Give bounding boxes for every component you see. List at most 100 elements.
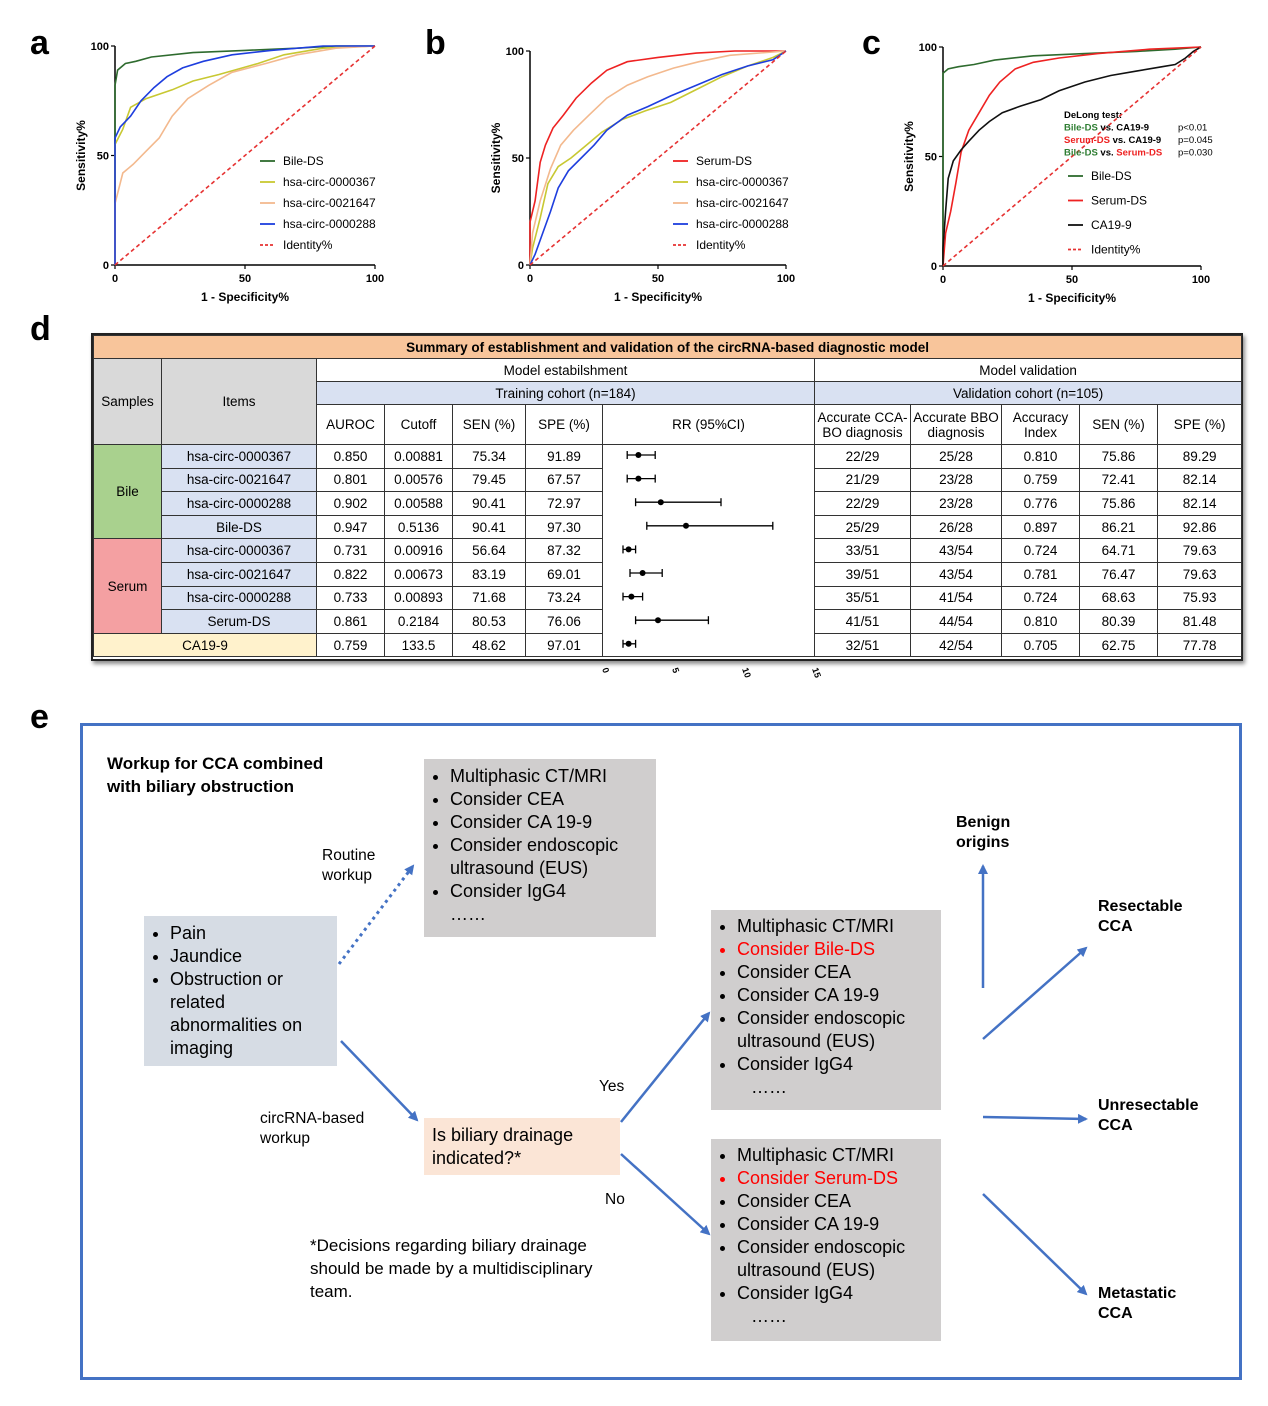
- roc-curve-serum-ds: [529, 50, 786, 265]
- cell-auroc: 0.801: [316, 467, 385, 493]
- forest-point: [635, 475, 642, 482]
- list-item: Obstruction or related abnormalities on …: [170, 968, 331, 1060]
- header-items: Items: [161, 358, 317, 445]
- outcome-resectable-line-2: CCA: [1098, 918, 1133, 935]
- cell-spe: 73.24: [525, 585, 603, 611]
- cell-auroc: 0.759: [316, 632, 385, 658]
- cell-acc_index: 0.810: [1001, 444, 1080, 469]
- cell-acc_cca: 32/51: [814, 632, 911, 658]
- cell-sen: 75.34: [452, 444, 526, 469]
- header-rr: RR (95%CI): [602, 404, 815, 445]
- cell-acc_index: 0.776: [1001, 491, 1080, 516]
- y-tick-label: 0: [103, 260, 109, 272]
- forest-tick-label: 15: [810, 666, 823, 679]
- cell-acc_index: 0.781: [1001, 561, 1080, 587]
- cell-spe: 91.89: [525, 444, 603, 469]
- y-tick-label: 50: [97, 151, 109, 163]
- cell-spe: 97.30: [525, 514, 603, 540]
- header-accuracy-index: Accuracy Index: [1001, 404, 1080, 445]
- list-item: Consider CEA: [450, 788, 650, 811]
- cell-auroc: 0.947: [316, 514, 385, 540]
- legend-label-hsa-circ-0021647: hsa-circ-0021647: [696, 196, 789, 210]
- cell-spe: 87.32: [525, 538, 603, 563]
- cell-acc_cca: 25/29: [814, 514, 911, 540]
- legend-label-serum-ds: Serum-DS: [696, 154, 752, 168]
- cell-item: CA19-9: [93, 632, 317, 658]
- delong-annotation-line: Bile-DS vs. Serum-DS: [1064, 148, 1162, 159]
- cell-spe: 76.06: [525, 609, 603, 634]
- legend-label-hsa-circ-0000367: hsa-circ-0000367: [283, 175, 376, 189]
- cell-item: Bile-DS: [161, 514, 317, 540]
- y-axis-label: Sensitivity%: [74, 120, 88, 191]
- yes-label: Yes: [599, 1078, 625, 1095]
- cell-item: hsa-circ-0000288: [161, 585, 317, 611]
- cell-auroc: 0.861: [316, 609, 385, 634]
- list-item: Consider endoscopic ultrasound (EUS): [737, 1236, 935, 1282]
- roc-curve-hsa-circ-0021647: [529, 50, 787, 266]
- cell-item: hsa-circ-0000288: [161, 491, 317, 516]
- cell-acc_bbo: 23/28: [910, 491, 1002, 516]
- forest-tick-label: 5: [670, 666, 681, 674]
- flowchart-title-line-2: with biliary obstruction: [107, 777, 295, 796]
- x-tick-label: 0: [527, 273, 533, 285]
- y-tick-label: 0: [518, 260, 524, 272]
- x-axis-label: 1 - Specificity%: [1028, 291, 1116, 305]
- delong-p-value: p=0.030: [1178, 148, 1213, 159]
- cell-item: hsa-circ-0000367: [161, 444, 317, 469]
- table-row: hsa-circ-0021647 0.801 0.00576 79.45 67.57 21…: [94, 467, 1243, 493]
- list-item: Consider CA 19-9: [737, 984, 935, 1007]
- legend-label-serum-ds: Serum-DS: [1091, 194, 1147, 208]
- cell-auroc: 0.850: [316, 444, 385, 469]
- arrow-metastatic: [982, 1193, 1088, 1296]
- circrna-label-line-2: workup: [260, 1130, 310, 1147]
- legend-label-hsa-circ-0000288: hsa-circ-0000288: [696, 217, 789, 231]
- header-validation-sen: SEN (%): [1079, 404, 1158, 445]
- forest-point: [625, 546, 632, 553]
- legend-label-identity: Identity%: [283, 238, 333, 252]
- cell-acc_index: 0.724: [1001, 585, 1080, 611]
- cell-sen: 79.45: [452, 467, 526, 493]
- arrow-resectable: [982, 946, 1088, 1040]
- no-list: Multiphasic CT/MRIConsider Serum-DSConsi…: [715, 1144, 935, 1305]
- table-row: CA19-9 0.759 133.5 48.62 97.01 32/51 42/54 0.70…: [93, 632, 1243, 658]
- panel-letter-a: a: [30, 24, 49, 62]
- x-tick-label: 50: [652, 273, 664, 285]
- arrow-circrna: [340, 1040, 419, 1122]
- forest-point: [635, 452, 642, 458]
- header-model-establishment: Model estabilshment: [316, 358, 815, 382]
- cell-cutoff: 0.2184: [384, 609, 453, 634]
- cell-v_sen: 76.47: [1079, 561, 1158, 587]
- list-item: Multiphasic CT/MRI: [737, 915, 935, 938]
- no-ellipsis: ……: [751, 1306, 787, 1326]
- header-training-cohort: Training cohort (n=184): [316, 381, 815, 405]
- legend-label-identity: Identity%: [1091, 243, 1141, 257]
- list-item: Pain: [170, 922, 331, 945]
- y-tick-label: 50: [512, 153, 524, 165]
- delong-annotation-line: Serum-DS vs. CA19-9: [1064, 135, 1161, 146]
- outcome-metastatic: Metastatic CCA: [1098, 1284, 1176, 1324]
- x-axis-label: 1 - Specificity%: [614, 290, 702, 304]
- routine-workup-box: Multiphasic CT/MRIConsider CEAConsider C…: [424, 759, 656, 937]
- cell-auroc: 0.731: [316, 538, 385, 563]
- legend-label-ca19-9: CA19-9: [1091, 218, 1132, 232]
- table-row: hsa-circ-0000288 0.902 0.00588 90.41 72.97 22…: [94, 491, 1243, 516]
- outcome-unresectable-line-2: CCA: [1098, 1117, 1133, 1134]
- forest-point: [628, 593, 635, 600]
- cell-sen: 83.19: [452, 561, 526, 587]
- cell-sen: 90.41: [452, 514, 526, 540]
- roc-chart-c: 00 50 50 100 100 1 - Specificity% Sensitivity%…: [902, 42, 1213, 305]
- y-tick-label: 50: [925, 152, 937, 164]
- roc-curve-identity: [942, 46, 1202, 267]
- cell-acc_bbo: 44/54: [910, 609, 1002, 634]
- flowchart-title: Workup for CCA combined with biliary obs…: [107, 752, 323, 798]
- cell-sen: 48.62: [452, 632, 526, 658]
- routine-ellipsis: ……: [450, 904, 486, 924]
- header-validation-cohort: Validation cohort (n=105): [813, 381, 1243, 405]
- list-item: Consider endoscopic ultrasound (EUS): [450, 834, 650, 880]
- header-spe: SPE (%): [525, 404, 603, 445]
- cell-v_sen: 68.63: [1079, 585, 1158, 611]
- routine-label-line-1: Routine: [322, 847, 376, 864]
- cell-v_sen: 80.39: [1079, 609, 1158, 634]
- table-row: Bile hsa-circ-0000367 0.850 0.00881 75.34 91.…: [93, 443, 1243, 658]
- cell-spe: 67.57: [525, 467, 603, 493]
